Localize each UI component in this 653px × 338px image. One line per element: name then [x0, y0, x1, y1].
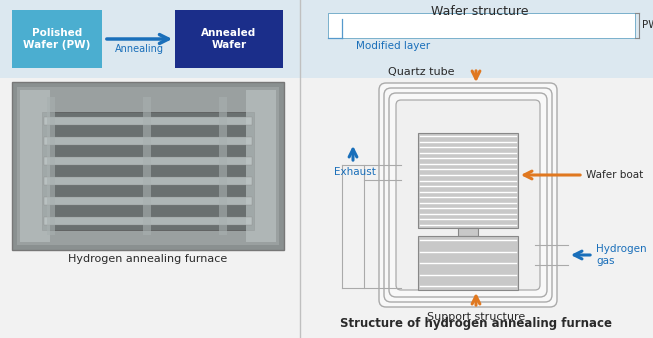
Bar: [328, 13, 635, 19]
Bar: [42, 112, 254, 230]
Text: Hydrogen annealing furnace: Hydrogen annealing furnace: [69, 254, 228, 264]
Text: PW: PW: [642, 21, 653, 30]
Bar: [44, 177, 252, 185]
Bar: [458, 228, 478, 236]
Bar: [246, 90, 276, 242]
Bar: [20, 90, 50, 242]
Bar: [418, 133, 518, 228]
Bar: [175, 10, 283, 68]
Text: Polished
Wafer (PW): Polished Wafer (PW): [24, 28, 91, 50]
Text: Support structure: Support structure: [427, 312, 525, 322]
Text: Quartz tube: Quartz tube: [388, 67, 454, 77]
Text: Annealing: Annealing: [114, 44, 163, 54]
Bar: [143, 97, 151, 235]
Text: Annealed
Wafer: Annealed Wafer: [201, 28, 257, 50]
Text: Structure of hydrogen annealing furnace: Structure of hydrogen annealing furnace: [340, 317, 612, 330]
Text: Wafer structure: Wafer structure: [431, 5, 529, 18]
FancyBboxPatch shape: [379, 83, 557, 307]
Bar: [219, 97, 227, 235]
Bar: [0, 0, 653, 78]
Text: Modified layer: Modified layer: [356, 41, 430, 51]
Bar: [44, 197, 252, 205]
Text: Exhaust: Exhaust: [334, 167, 376, 177]
Bar: [44, 157, 252, 165]
Bar: [44, 137, 252, 145]
Bar: [17, 87, 279, 245]
Bar: [44, 217, 252, 225]
FancyBboxPatch shape: [396, 100, 540, 290]
Bar: [47, 97, 55, 235]
Bar: [12, 10, 102, 68]
Bar: [44, 117, 252, 125]
Bar: [418, 236, 518, 290]
Text: Hydrogen
gas: Hydrogen gas: [596, 244, 646, 266]
Bar: [12, 82, 284, 250]
Bar: [328, 13, 635, 38]
Text: Wafer boat: Wafer boat: [586, 170, 643, 180]
